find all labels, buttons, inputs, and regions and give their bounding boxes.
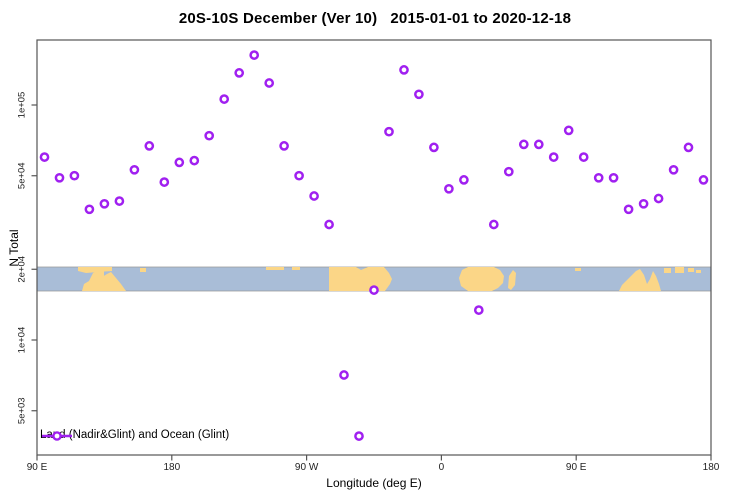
data-point <box>384 126 394 137</box>
data-point <box>414 89 424 100</box>
x-tick-label: 0 <box>439 462 445 473</box>
data-point <box>69 170 80 181</box>
y-tick-label: 5e+03 <box>17 397 28 424</box>
y-tick-label: 5e+04 <box>17 162 28 189</box>
data-point <box>114 196 125 206</box>
legend-label: Land (Nadir&Glint) and Ocean (Glint) <box>40 429 230 441</box>
land-patch-island-speck <box>696 270 701 273</box>
data-point <box>698 175 709 185</box>
land-patch-island-speck <box>140 268 146 272</box>
data-point <box>189 155 200 166</box>
legend: Land (Nadir&Glint) and Ocean (Glint) <box>40 429 229 441</box>
data-point <box>473 305 484 315</box>
data-point <box>144 141 155 151</box>
land-patch-island-speck <box>688 268 694 272</box>
data-point <box>99 198 110 209</box>
data-point <box>563 125 574 136</box>
data-point <box>249 50 260 60</box>
x-tick-label: 90 E <box>566 462 587 473</box>
x-tick-label: 90 E <box>27 462 48 473</box>
x-axis-ticks: 90 E 180 90 W 0 90 E 180 <box>27 455 720 473</box>
land-patch-new-guinea <box>675 267 684 273</box>
data-point <box>518 139 529 150</box>
data-point <box>204 130 215 141</box>
data-point <box>159 177 170 187</box>
land-patch-south-america <box>329 267 392 291</box>
data-point <box>54 172 65 183</box>
land-patch-australia-east <box>619 269 661 291</box>
data-point <box>294 170 304 181</box>
land-patches <box>78 267 701 291</box>
data-point <box>219 94 230 104</box>
data-point <box>279 141 289 151</box>
x-tick-label: 180 <box>163 462 180 473</box>
data-point <box>324 219 334 230</box>
data-point <box>638 198 649 209</box>
data-point <box>593 172 604 183</box>
land-patch-new-guinea <box>664 268 671 273</box>
plot-box <box>36 39 712 456</box>
data-point <box>399 65 409 75</box>
data-point <box>668 164 679 175</box>
data-point <box>129 164 140 175</box>
land-patch-madagascar <box>508 270 516 290</box>
y-tick-label: 2e+04 <box>17 256 28 283</box>
x-tick-label: 180 <box>703 462 720 473</box>
data-point <box>174 157 185 168</box>
data-point <box>264 78 275 88</box>
y-tick-label: 1e+04 <box>17 327 28 354</box>
data-point <box>578 152 589 162</box>
data-point <box>623 204 634 215</box>
y-axis-ticks: 5e+03 1e+04 2e+04 5e+04 1e+05 <box>17 92 37 424</box>
land-patch-island-speck <box>292 267 300 270</box>
data-point <box>339 370 349 380</box>
land-patch-island-speck <box>266 267 284 270</box>
land-patch-africa <box>459 267 504 291</box>
y-axis-title: N Total <box>7 229 21 267</box>
data-point <box>84 204 95 215</box>
data-point <box>444 183 454 194</box>
chart-title: 20S-10S December (Ver 10) 2015-01-01 to … <box>178 10 572 27</box>
data-point <box>39 152 50 162</box>
data-point <box>354 431 364 441</box>
data-point <box>503 166 514 177</box>
data-point <box>234 68 245 78</box>
data-point <box>309 191 319 201</box>
data-point <box>653 193 664 204</box>
land-patch-island-speck <box>575 268 581 271</box>
data-point <box>488 219 499 230</box>
x-tick-label: 90 W <box>295 462 319 473</box>
data-point <box>533 139 544 150</box>
y-tick-label: 1e+05 <box>17 92 28 119</box>
data-point <box>369 285 379 295</box>
data-points <box>39 50 709 441</box>
data-point <box>683 142 694 153</box>
data-point <box>459 175 469 185</box>
data-point <box>429 142 439 153</box>
data-point <box>548 152 559 162</box>
data-point <box>608 172 619 183</box>
land-patch-australia-west <box>82 270 126 291</box>
legend-symbol-icon <box>42 431 72 441</box>
x-axis-title: Longitude (deg E) <box>326 476 422 490</box>
